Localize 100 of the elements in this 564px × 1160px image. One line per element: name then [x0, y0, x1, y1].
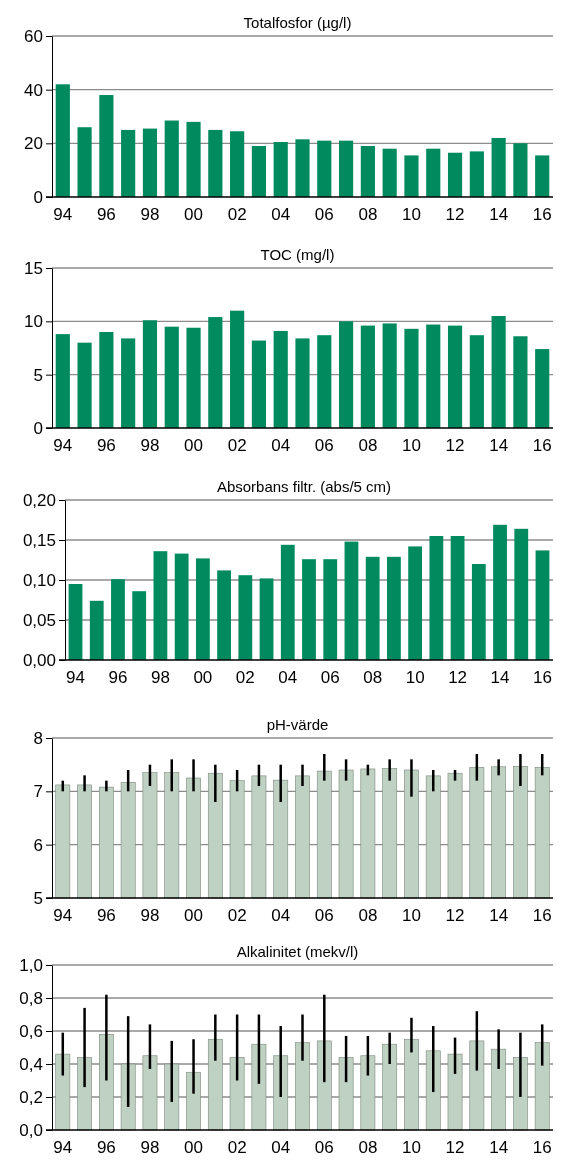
x-tick-label: 02: [227, 436, 247, 456]
x-tick-label: 10: [402, 1138, 421, 1158]
y-tick-label: 0,00: [22, 650, 56, 670]
bar: [99, 95, 114, 197]
x-tick-label: 94: [53, 906, 73, 926]
bar: [186, 327, 201, 428]
x-tick-label: 04: [271, 436, 291, 456]
bar: [89, 600, 104, 660]
bar: [121, 129, 136, 197]
bar: [339, 140, 354, 197]
bar: [174, 553, 189, 660]
bar: [447, 152, 463, 197]
bar: [450, 536, 465, 660]
y-tick-label: 0,15: [22, 530, 56, 550]
x-tick-label: 08: [358, 205, 378, 225]
x-tick-label: 04: [271, 205, 291, 225]
x-tick-label: 02: [227, 906, 247, 926]
bar: [493, 524, 507, 660]
bar: [120, 1063, 136, 1131]
y-tick-label: 0,0: [19, 1120, 43, 1140]
bar: [77, 342, 92, 428]
bar: [99, 332, 114, 428]
bar: [344, 541, 359, 660]
bar: [426, 324, 441, 428]
chart-title: pH-värde: [266, 716, 329, 733]
x-tick-label: 98: [140, 906, 160, 926]
chart-title: Absorbans filtr. (abs/5 cm): [216, 478, 392, 495]
x-tick-label: 02: [227, 205, 247, 225]
x-tick-label: 12: [445, 205, 465, 225]
bar: [513, 143, 528, 197]
bar: [339, 321, 354, 428]
bar: [535, 155, 550, 197]
x-tick-label: 96: [108, 668, 128, 688]
bar: [491, 316, 506, 428]
x-tick-label: 10: [402, 436, 421, 456]
y-tick-label: 0: [33, 418, 43, 438]
x-tick-label: 06: [314, 906, 334, 926]
bar: [142, 1055, 158, 1131]
y-tick-label: 10: [24, 312, 43, 332]
y-tick-label: 0,20: [22, 490, 56, 510]
bar: [230, 131, 245, 197]
bar: [360, 325, 375, 428]
x-tick-label: 00: [184, 205, 203, 225]
bar: [365, 556, 380, 660]
bar: [111, 579, 125, 660]
bar: [251, 340, 266, 428]
bar: [469, 1040, 485, 1131]
y-tick-label: 15: [24, 258, 43, 278]
x-tick-label: 06: [320, 668, 340, 688]
x-tick-label: 08: [358, 1138, 378, 1158]
x-tick-label: 94: [53, 205, 73, 225]
bar: [121, 338, 136, 428]
x-tick-label: 16: [532, 436, 552, 456]
x-tick-label: 10: [402, 906, 421, 926]
bar: [404, 155, 419, 197]
x-tick-label: 08: [358, 436, 378, 456]
bar: [469, 151, 484, 197]
bar: [382, 323, 397, 428]
bar: [447, 1053, 463, 1131]
chart-title: Totalfosfor (µg/l): [243, 14, 352, 31]
bar: [273, 330, 288, 428]
bar: [55, 334, 70, 428]
bar: [469, 335, 484, 428]
x-tick-label: 14: [489, 1138, 509, 1158]
x-tick-label: 10: [405, 668, 425, 688]
x-tick-label: 14: [489, 906, 509, 926]
y-tick-label: 8: [33, 728, 43, 748]
y-tick-label: 0,2: [19, 1087, 43, 1107]
bar: [447, 325, 463, 428]
bar: [387, 556, 401, 660]
x-tick-label: 02: [235, 668, 255, 688]
bar: [491, 1048, 507, 1131]
bar: [164, 120, 179, 197]
bar: [230, 310, 245, 428]
bar: [251, 1043, 267, 1131]
bar: [429, 536, 444, 660]
x-tick-label: 12: [448, 668, 468, 688]
bar: [142, 320, 158, 428]
x-tick-label: 14: [489, 436, 509, 456]
bar: [186, 1071, 201, 1131]
x-tick-label: 08: [363, 668, 383, 688]
bar: [98, 1034, 114, 1131]
x-tick-label: 98: [140, 205, 160, 225]
x-tick-label: 94: [53, 1138, 73, 1158]
bar: [426, 148, 441, 197]
x-tick-label: 00: [193, 668, 213, 688]
bar: [295, 1042, 310, 1131]
x-tick-label: 06: [314, 205, 334, 225]
x-tick-label: 12: [445, 906, 465, 926]
x-tick-label: 00: [184, 436, 203, 456]
x-tick-label: 96: [96, 1138, 116, 1158]
bar: [323, 559, 338, 660]
bar: [302, 559, 316, 660]
y-tick-label: 6: [33, 835, 43, 855]
y-tick-label: 0,05: [22, 610, 56, 630]
bar: [55, 84, 70, 197]
bar: [186, 121, 201, 197]
y-tick-label: 0,10: [22, 570, 56, 590]
x-tick-label: 04: [271, 1138, 291, 1158]
bar: [295, 338, 310, 428]
